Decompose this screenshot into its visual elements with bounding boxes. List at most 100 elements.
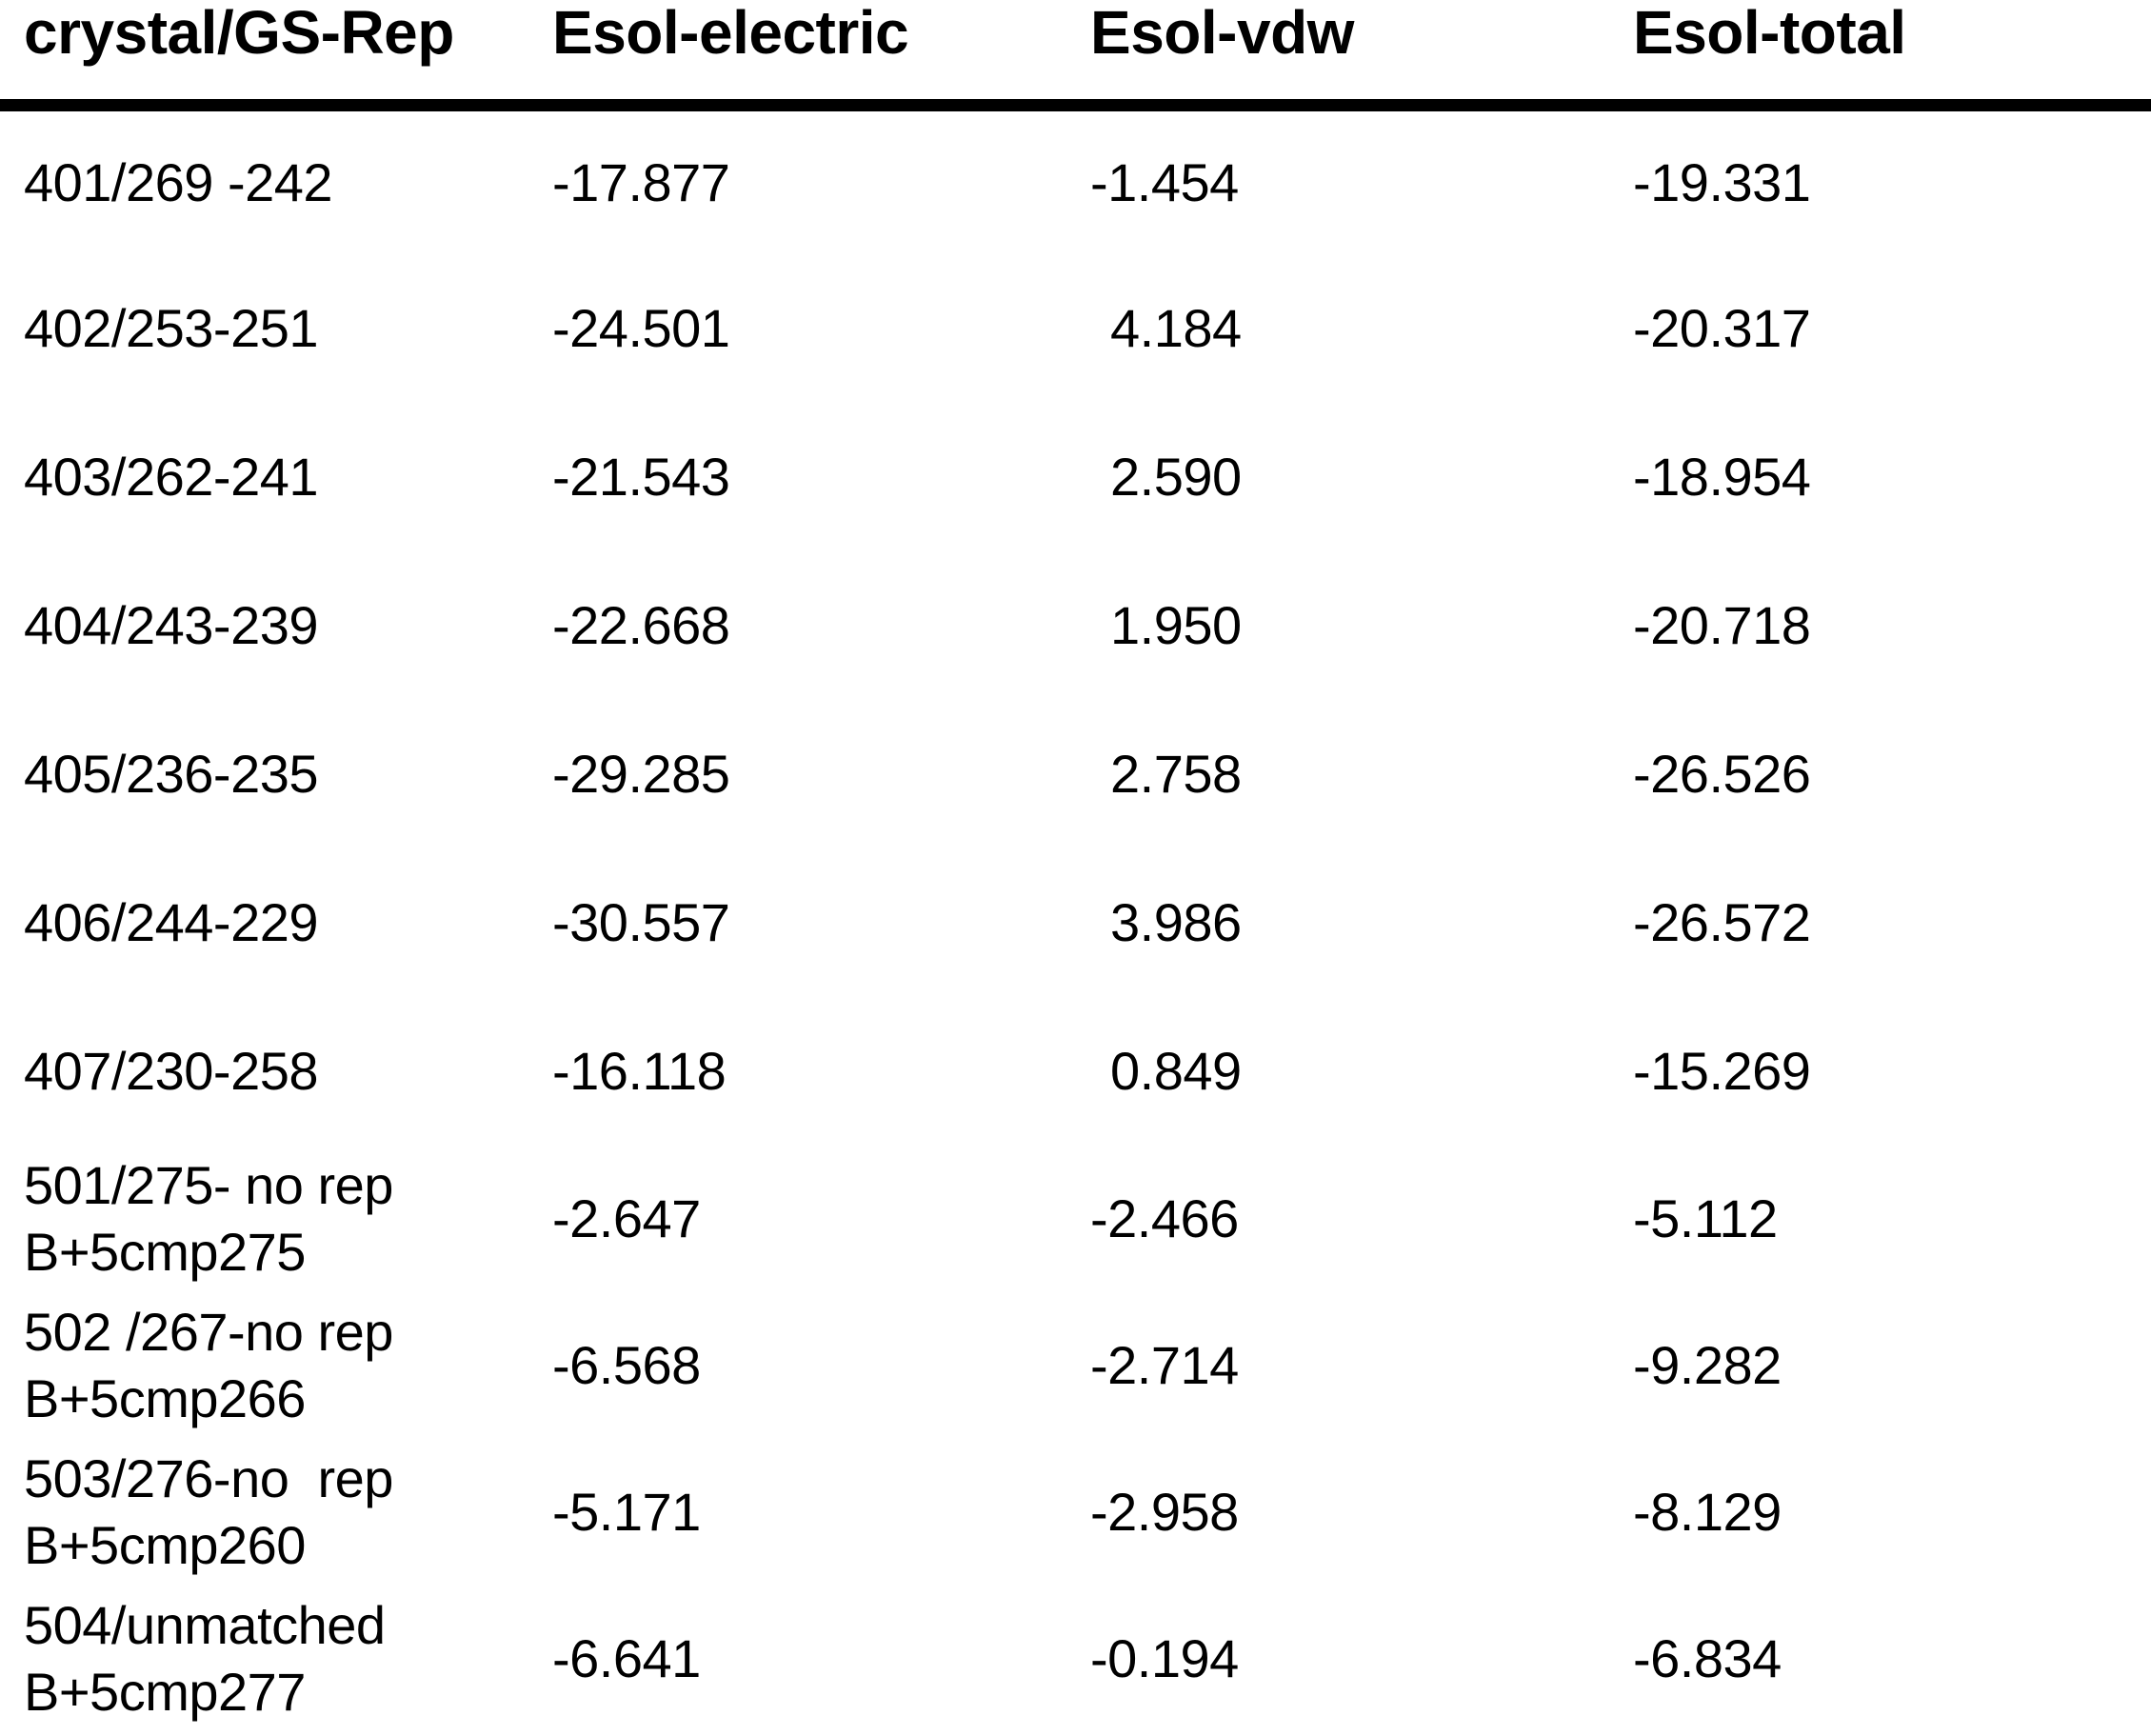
esol-total-cell: -8.129: [1633, 1439, 2151, 1586]
esol-total-value: -20.718: [1633, 595, 1811, 655]
crystal-cell: 407/230-258: [0, 997, 552, 1146]
esol-electric-cell: -17.877: [552, 106, 1090, 254]
table-row: 401/269 -242 -17.877 -1.454 -19.331: [0, 106, 2151, 254]
esol-electric-value: -5.171: [552, 1482, 701, 1542]
esol-total-value: -26.572: [1633, 892, 1811, 952]
crystal-label: 503/276-no rep: [24, 1447, 393, 1508]
crystal-label: 403/262-241: [24, 446, 319, 507]
esol-total-value: -15.269: [1633, 1041, 1811, 1101]
crystal-cell: 402/253-251: [0, 254, 552, 403]
column-header-esol-vdw: Esol-vdw: [1090, 0, 1633, 111]
esol-vdw-value: -2.466: [1090, 1188, 1239, 1248]
esol-electric-cell: -2.647: [552, 1146, 1090, 1292]
esol-total-value: -20.317: [1633, 298, 1811, 358]
esol-vdw-value: -2.714: [1090, 1335, 1239, 1395]
esol-total-value: -18.954: [1633, 447, 1811, 507]
esol-vdw-cell: 0.849: [1090, 997, 1633, 1146]
esol-electric-value: -2.647: [552, 1188, 701, 1248]
esol-electric-value: -17.877: [552, 152, 730, 213]
esol-electric-value: -22.668: [552, 595, 730, 655]
esol-electric-value: -24.501: [552, 298, 730, 358]
table-row: 402/253-251 -24.501 4.184 -20.317: [0, 254, 2151, 403]
esol-vdw-cell: 1.950: [1090, 551, 1633, 700]
esol-total-value: -26.526: [1633, 744, 1811, 804]
crystal-label: 402/253-251: [24, 297, 319, 358]
esol-electric-value: -21.543: [552, 447, 730, 507]
crystal-label-line2: B+5cmp275: [24, 1221, 306, 1282]
esol-total-value: -6.834: [1633, 1628, 1782, 1688]
crystal-cell: 404/243-239: [0, 551, 552, 700]
crystal-label-line2: B+5cmp266: [24, 1367, 306, 1428]
crystal-label: 504/unmatched: [24, 1594, 386, 1655]
table-row: 407/230-258 -16.118 0.849 -15.269: [0, 997, 2151, 1146]
esol-total-cell: -26.526: [1633, 700, 2151, 848]
esol-total-value: -5.112: [1633, 1188, 1778, 1248]
table-row: 403/262-241 -21.543 2.590 -18.954: [0, 403, 2151, 551]
esol-total-value: -19.331: [1633, 152, 1811, 213]
esol-vdw-cell: -2.466: [1090, 1146, 1633, 1292]
table-body: 401/269 -242 -17.877 -1.454 -19.331 402/…: [0, 106, 2151, 1732]
crystal-label-line2: B+5cmp277: [24, 1661, 306, 1722]
crystal-cell: 401/269 -242: [0, 106, 552, 254]
esol-electric-value: -6.641: [552, 1628, 701, 1688]
esol-total-cell: -15.269: [1633, 997, 2151, 1146]
esol-vdw-cell: -2.958: [1090, 1439, 1633, 1586]
table-row: 502 /267-no rep B+5cmp266 -6.568 -2.714 …: [0, 1292, 2151, 1439]
esol-vdw-value: 2.758: [1110, 744, 1242, 804]
esol-vdw-value: -0.194: [1090, 1628, 1239, 1688]
esol-electric-cell: -6.641: [552, 1586, 1090, 1732]
esol-electric-value: -29.285: [552, 744, 730, 804]
esol-vdw-value: 0.849: [1110, 1041, 1242, 1101]
crystal-cell: 503/276-no rep B+5cmp260: [0, 1439, 552, 1586]
table-row: 503/276-no rep B+5cmp260 -5.171 -2.958 -…: [0, 1439, 2151, 1586]
esol-electric-value: -6.568: [552, 1335, 701, 1395]
esol-total-cell: -6.834: [1633, 1586, 2151, 1732]
esol-vdw-value: 1.950: [1110, 595, 1242, 655]
table-row: 504/unmatched B+5cmp277 -6.641 -0.194 -6…: [0, 1586, 2151, 1732]
crystal-label: 501/275- no rep: [24, 1154, 393, 1215]
esol-vdw-cell: 2.590: [1090, 403, 1633, 551]
esol-total-cell: -18.954: [1633, 403, 2151, 551]
crystal-label: 404/243-239: [24, 594, 319, 655]
esol-vdw-cell: 4.184: [1090, 254, 1633, 403]
esol-total-value: -9.282: [1633, 1335, 1782, 1395]
column-header-esol-total: Esol-total: [1633, 0, 2151, 111]
esol-electric-cell: -6.568: [552, 1292, 1090, 1439]
esol-electric-cell: -5.171: [552, 1439, 1090, 1586]
crystal-cell: 405/236-235: [0, 700, 552, 848]
esol-vdw-value: 3.986: [1110, 892, 1242, 952]
crystal-label: 407/230-258: [24, 1040, 319, 1101]
crystal-label: 406/244-229: [24, 891, 319, 952]
esol-vdw-cell: 2.758: [1090, 700, 1633, 848]
crystal-label: 401/269 -242: [24, 151, 333, 212]
table-row: 404/243-239 -22.668 1.950 -20.718: [0, 551, 2151, 700]
esol-total-cell: -26.572: [1633, 848, 2151, 997]
esol-total-cell: -20.718: [1633, 551, 2151, 700]
column-header-crystal-gs-rep: crystal/GS-Rep: [0, 0, 552, 111]
esol-electric-cell: -22.668: [552, 551, 1090, 700]
crystal-label: 405/236-235: [24, 743, 319, 804]
esol-vdw-value: 4.184: [1110, 298, 1242, 358]
esol-vdw-value: 2.590: [1110, 447, 1242, 507]
crystal-cell: 502 /267-no rep B+5cmp266: [0, 1292, 552, 1439]
esol-total-cell: -9.282: [1633, 1292, 2151, 1439]
esol-electric-cell: -24.501: [552, 254, 1090, 403]
esol-vdw-cell: -1.454: [1090, 106, 1633, 254]
esol-vdw-value: -1.454: [1090, 152, 1239, 213]
crystal-cell: 501/275- no rep B+5cmp275: [0, 1146, 552, 1292]
esol-electric-cell: -29.285: [552, 700, 1090, 848]
table-row: 405/236-235 -29.285 2.758 -26.526: [0, 700, 2151, 848]
crystal-cell: 406/244-229: [0, 848, 552, 997]
esol-electric-value: -30.557: [552, 892, 730, 952]
esol-electric-value: -16.118: [552, 1041, 727, 1101]
crystal-label-line2: B+5cmp260: [24, 1514, 306, 1575]
esol-electric-cell: -21.543: [552, 403, 1090, 551]
esol-vdw-cell: 3.986: [1090, 848, 1633, 997]
esol-vdw-value: -2.958: [1090, 1482, 1239, 1542]
esol-electric-cell: -30.557: [552, 848, 1090, 997]
crystal-label: 502 /267-no rep: [24, 1301, 393, 1362]
table-row: 406/244-229 -30.557 3.986 -26.572: [0, 848, 2151, 997]
crystal-cell: 504/unmatched B+5cmp277: [0, 1586, 552, 1732]
